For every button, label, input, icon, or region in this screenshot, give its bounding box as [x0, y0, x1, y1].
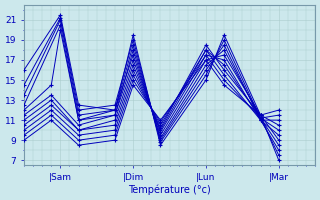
X-axis label: Température (°c): Température (°c): [128, 185, 211, 195]
